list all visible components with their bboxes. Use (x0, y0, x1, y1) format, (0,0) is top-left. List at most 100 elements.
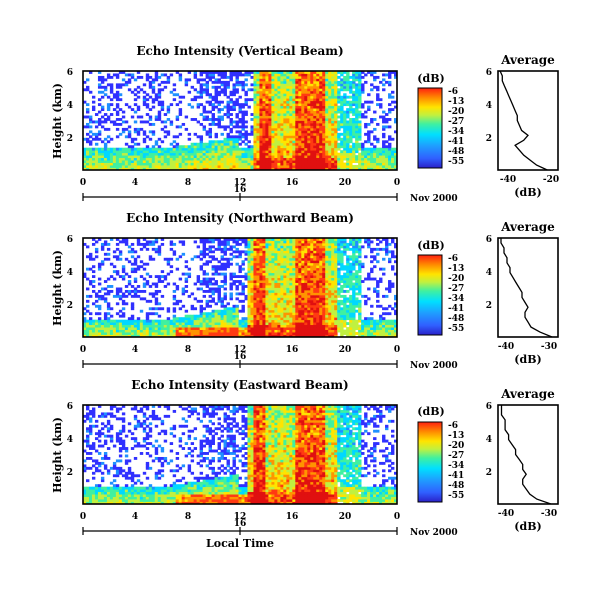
heatmap-cell (220, 167, 224, 170)
heatmap-cell (394, 71, 397, 74)
heatmap-cell (298, 317, 302, 321)
heatmap-cell (265, 327, 269, 330)
heatmap-cell (154, 78, 159, 82)
heatmap-cell (289, 132, 293, 136)
heatmap-cell (235, 314, 239, 318)
heatmap-cell (346, 160, 350, 163)
heatmap-cell (187, 324, 192, 328)
heatmap-cell (229, 272, 233, 276)
heatmap-cell (97, 137, 102, 141)
heatmap-cell (244, 155, 248, 159)
heatmap-cell (211, 167, 215, 170)
heatmap-cell (322, 247, 326, 251)
heatmap-cell (265, 147, 269, 151)
heatmap-cell (211, 332, 215, 335)
heatmap-cell (163, 147, 168, 151)
heatmap-cell (193, 322, 198, 326)
panel-title: Echo Intensity (Northward Beam) (126, 211, 354, 225)
heatmap-cell (253, 324, 257, 328)
heatmap-cell (217, 155, 221, 159)
heatmap-cell (178, 240, 183, 244)
heatmap-cell (148, 162, 153, 166)
heatmap-cell (103, 118, 108, 121)
heatmap-cell (295, 137, 299, 141)
heatmap-cell (307, 332, 311, 335)
heatmap-cell (313, 242, 317, 246)
heatmap-cell (199, 250, 204, 254)
heatmap-cell (292, 327, 296, 330)
heatmap-cell (331, 162, 335, 166)
heatmap-cell (394, 100, 397, 104)
heatmap-cell (325, 314, 329, 318)
heatmap-cell (130, 304, 135, 308)
heatmap-cell (280, 262, 284, 266)
heatmap-cell (253, 165, 257, 168)
heatmap-cell (283, 167, 287, 170)
heatmap-cell (199, 257, 204, 261)
heatmap-cell (277, 265, 281, 269)
heatmap-cell (367, 93, 371, 97)
heatmap-cell (85, 299, 90, 303)
heatmap-cell (328, 327, 332, 330)
heatmap-cell (247, 245, 251, 249)
heatmap-cell (268, 71, 272, 74)
heatmap-cell (343, 98, 347, 102)
heatmap-cell (292, 120, 296, 124)
heatmap-cell (214, 88, 218, 92)
heatmap-cell (127, 250, 132, 254)
heatmap-cell (337, 165, 341, 168)
heatmap-cell (268, 115, 272, 119)
heatmap-cell (184, 260, 189, 264)
heatmap-cell (313, 322, 317, 326)
heatmap-cell (256, 95, 260, 99)
heatmap-cell (358, 103, 362, 107)
heatmap-cell (256, 270, 260, 274)
heatmap-cell (292, 108, 296, 112)
heatmap-cell (235, 247, 239, 251)
heatmap-cell (235, 324, 239, 328)
heatmap-cell (88, 332, 93, 335)
heatmap-cell (94, 322, 99, 326)
heatmap-cell (118, 319, 123, 323)
heatmap-cell (283, 265, 287, 269)
heatmap-cell (304, 302, 308, 306)
heatmap-cell (256, 118, 260, 121)
heatmap-cell (226, 265, 230, 269)
heatmap-cell (295, 130, 299, 134)
heatmap-cell (310, 297, 314, 301)
heatmap-cell (292, 324, 296, 328)
heatmap-cell (115, 155, 120, 159)
heatmap-cell (244, 137, 248, 141)
heatmap-cell (244, 90, 248, 94)
heatmap-cell (241, 275, 245, 279)
heatmap-cell (265, 319, 269, 323)
heatmap-cell (166, 317, 171, 321)
heatmap-cell (187, 275, 192, 279)
heatmap-cell (142, 140, 147, 144)
heatmap-cell (241, 73, 245, 77)
heatmap-cell (298, 152, 302, 156)
heatmap-cell (211, 324, 215, 328)
heatmap-cell (307, 115, 311, 119)
heatmap-cell (310, 289, 314, 293)
heatmap-cell (193, 167, 198, 170)
heatmap-cell (358, 120, 362, 124)
heatmap-cell (121, 275, 126, 279)
heatmap-cell (97, 312, 102, 316)
heatmap-cell (205, 240, 209, 244)
heatmap-cell (151, 162, 156, 166)
heatmap-cell (139, 127, 144, 131)
heatmap-cell (262, 105, 266, 109)
heatmap-cell (256, 262, 260, 266)
heatmap-cell (211, 319, 215, 323)
heatmap-cell (289, 167, 293, 170)
heatmap-cell (352, 165, 356, 168)
heatmap-cell (217, 110, 221, 114)
heatmap-cell (250, 327, 254, 330)
heatmap-cell (259, 165, 263, 168)
heatmap-cell (229, 252, 233, 256)
heatmap-cell (109, 322, 114, 326)
heatmap-cell (322, 289, 326, 293)
heatmap-cell (289, 282, 293, 286)
heatmap-cell (322, 322, 326, 326)
